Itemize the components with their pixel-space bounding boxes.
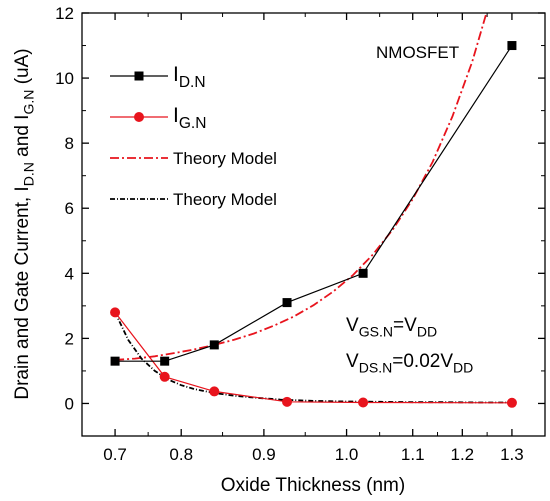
annotation-device: NMOSFET <box>376 43 459 62</box>
y-tick-label: 4 <box>65 264 74 283</box>
x-tick-label: 0.7 <box>103 445 127 464</box>
x-tick-label: 1.0 <box>335 445 359 464</box>
legend-marker-ig <box>134 112 144 122</box>
y-tick-label: 6 <box>65 199 74 218</box>
axes-layer: 0.7 0.8 0.9 1.0 1.1 1.2 1.3 0 2 4 6 8 10 12 <box>55 4 545 464</box>
x-axis-title: Oxide Thickness (nm) <box>221 475 405 496</box>
y-tick-label: 8 <box>65 134 74 153</box>
y-tick-label: 10 <box>55 69 74 88</box>
y-tick-label: 12 <box>55 4 74 23</box>
series-line-id <box>115 45 513 362</box>
data-point-ig <box>282 396 293 407</box>
y-axis-title: Drain and Gate Current, ID.N and IG.N (u… <box>12 48 36 399</box>
legend-marker-id <box>134 71 144 81</box>
series-line-ig <box>114 312 512 404</box>
data-point-ig <box>506 397 517 408</box>
data-point-id <box>110 356 120 366</box>
series-line-theory_red <box>115 13 488 361</box>
x-tick-label: 0.9 <box>252 445 276 464</box>
plot-frame <box>81 12 546 437</box>
data-point-ig <box>358 397 369 408</box>
legend: ID.N IG.N Theory Model Theory Model <box>110 63 277 209</box>
annotation-vds: VDS.N=0.02VDD <box>346 351 473 375</box>
legend-label-ig: IG.N <box>173 104 206 132</box>
data-point-id <box>209 340 219 350</box>
data-point-id <box>358 268 368 278</box>
annotations-layer: NMOSFET VGS.N=VDD VDS.N=0.02VDD <box>346 43 473 375</box>
legend-label-theory_red: Theory Model <box>173 149 277 168</box>
data-point-id <box>282 298 292 308</box>
data-point-ig <box>110 307 121 318</box>
y-tick-label: 2 <box>65 329 74 348</box>
x-tick-label: 1.2 <box>451 445 475 464</box>
legend-label-theory_black: Theory Model <box>173 190 277 209</box>
annotation-vgs: VGS.N=VDD <box>346 315 437 339</box>
x-tick-label: 1.3 <box>500 445 524 464</box>
data-point-ig <box>209 386 220 397</box>
plot-series-layer <box>110 13 517 408</box>
x-tick-label: 1.1 <box>401 445 425 464</box>
data-point-ig <box>159 371 170 382</box>
x-tick-label: 0.8 <box>169 445 193 464</box>
data-point-id <box>160 356 170 366</box>
data-point-id <box>507 41 517 51</box>
y-tick-label: 0 <box>65 394 74 413</box>
legend-label-id: ID.N <box>173 63 206 91</box>
